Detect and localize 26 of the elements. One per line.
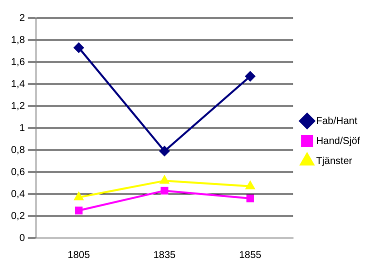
y-tick-label: 1,8 xyxy=(10,34,26,46)
x-tick-label: 1835 xyxy=(153,250,176,261)
point xyxy=(160,186,168,195)
legend-label: Fab/Hant xyxy=(316,116,358,127)
point xyxy=(246,194,254,202)
point xyxy=(74,42,84,53)
y-tick-label: 0,2 xyxy=(10,210,26,222)
y-tick-label: 1,4 xyxy=(10,78,26,90)
y-tick-label: 0,6 xyxy=(10,166,26,178)
point xyxy=(159,146,170,156)
y-tick-label: 2 xyxy=(19,12,26,24)
y-tick-label: 0,4 xyxy=(10,188,26,200)
point xyxy=(245,71,256,82)
point xyxy=(160,176,169,184)
point xyxy=(74,206,83,214)
y-tick-label: 1 xyxy=(19,122,26,134)
legend-label: Hand/Sjöf xyxy=(316,136,360,147)
y-tick-label: 1,6 xyxy=(10,56,26,68)
y-tick-label: 0,8 xyxy=(10,144,26,156)
x-tick-label: 1855 xyxy=(239,250,262,261)
point xyxy=(246,181,255,190)
point xyxy=(74,192,84,200)
y-tick-label: 0 xyxy=(19,232,26,244)
y-tick-label: 1,2 xyxy=(10,100,26,112)
x-tick-label: 1805 xyxy=(68,250,90,261)
legend-label: Tjänster xyxy=(316,156,353,167)
